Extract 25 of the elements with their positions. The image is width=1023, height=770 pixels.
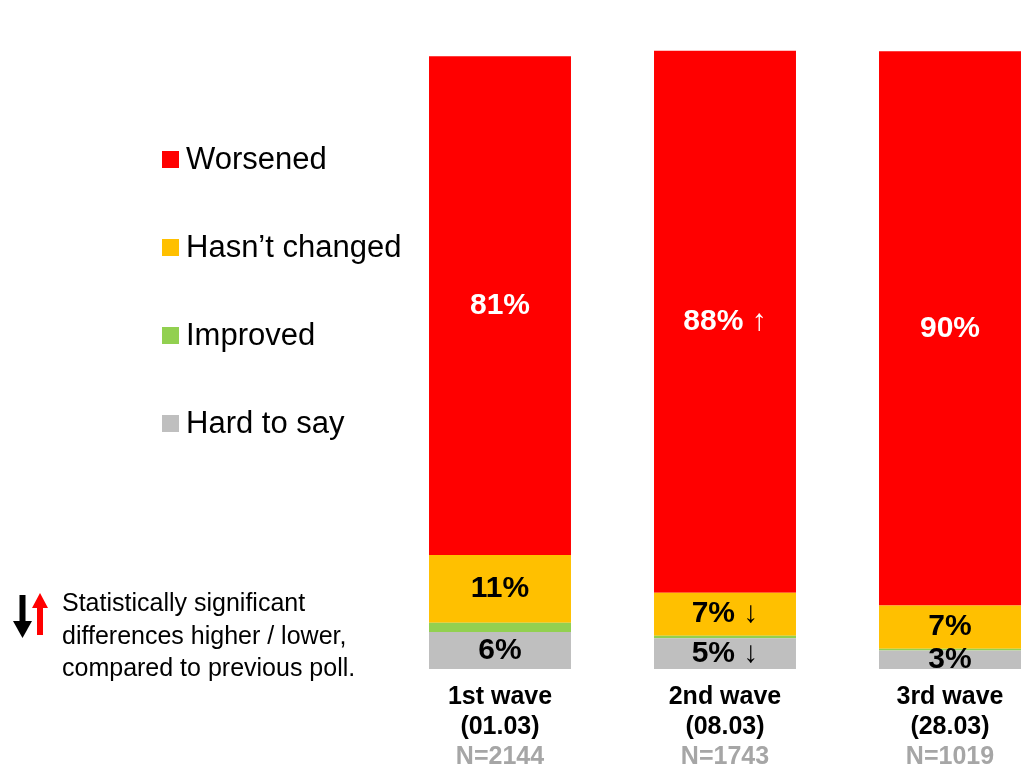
data-label: 81%	[469, 286, 531, 320]
data-label: 6%	[478, 631, 522, 665]
bar	[879, 605, 1021, 649]
data-label: 7%	[928, 608, 972, 642]
data-label: 5% ↓	[691, 634, 759, 668]
data-label: 90%	[919, 309, 981, 343]
x-tick-label: 2nd wave (08.03) N=1743	[667, 680, 783, 770]
data-label: 88% ↑	[683, 302, 767, 336]
data-label: 3%	[928, 641, 972, 675]
text: Statistically significant differences higher / lower, compared to previous poll.	[62, 587, 357, 683]
legend-label: Worsened	[186, 141, 327, 177]
legend-label: Improved	[186, 317, 316, 353]
bar	[879, 51, 1021, 606]
bar	[654, 50, 796, 593]
legend-label: Hard to say	[186, 405, 345, 441]
x-tick-label: 1st wave (01.03) N=2144	[446, 680, 554, 770]
bar	[429, 622, 571, 633]
data-label: 7% ↓	[691, 595, 759, 629]
legend-label: Hasn’t changed	[186, 229, 402, 265]
bar	[654, 592, 796, 636]
x-tick-label: 3rd wave (28.03) N=1019	[895, 680, 1005, 770]
bar	[429, 632, 571, 669]
bar	[429, 555, 571, 623]
bar	[429, 56, 571, 556]
data-label: 11%	[470, 570, 530, 604]
